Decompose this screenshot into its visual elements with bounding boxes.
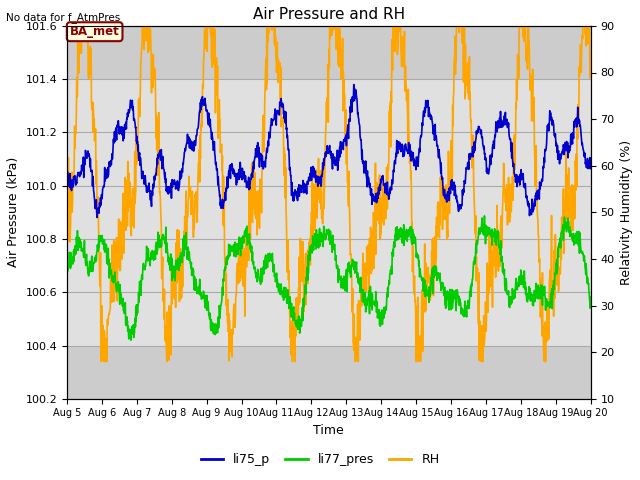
Text: No data for f_AtmPres: No data for f_AtmPres [6,12,121,23]
Title: Air Pressure and RH: Air Pressure and RH [253,7,405,22]
Y-axis label: Relativity Humidity (%): Relativity Humidity (%) [620,140,633,285]
Y-axis label: Air Pressure (kPa): Air Pressure (kPa) [7,157,20,267]
X-axis label: Time: Time [314,424,344,437]
Bar [67,79,591,346]
Legend: li75_p, li77_pres, RH: li75_p, li77_pres, RH [195,448,445,471]
Text: BA_met: BA_met [70,25,120,38]
